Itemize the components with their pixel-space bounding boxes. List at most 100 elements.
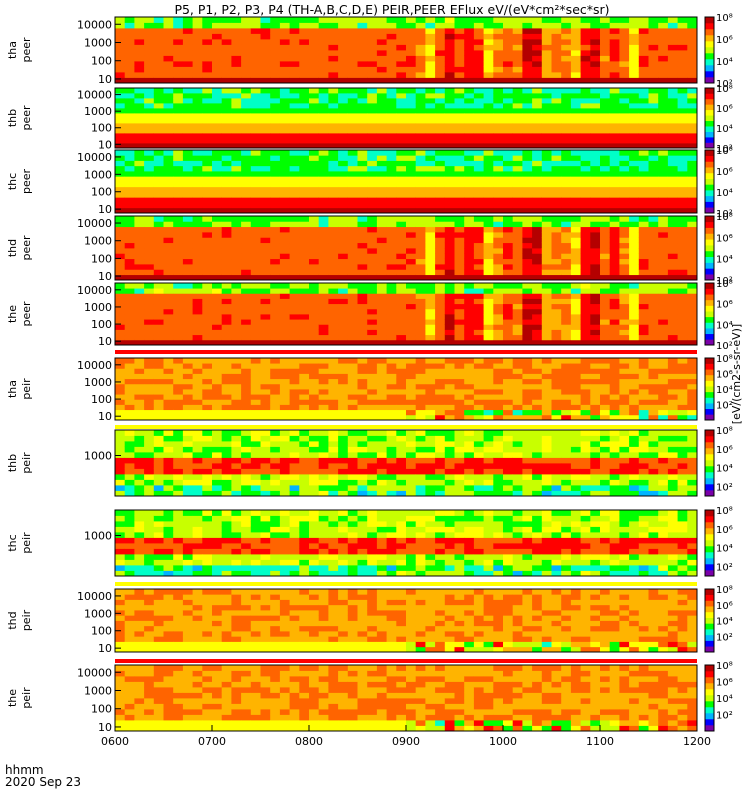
spectrogram-cell [638, 202, 649, 209]
spectrogram-cell [473, 197, 484, 203]
spectrogram-cell [580, 242, 591, 249]
spectrogram-cell [260, 314, 271, 320]
colorbar-swatch [705, 88, 714, 94]
spectrogram-cell [192, 242, 203, 249]
spectrogram-cell [473, 334, 484, 341]
spectrogram-cell [309, 409, 320, 416]
spectrogram-cell [260, 118, 271, 124]
spectrogram-cell [512, 123, 523, 129]
spectrogram-cell [328, 293, 339, 299]
spectrogram-cell [328, 363, 339, 369]
spectrogram-cell [144, 368, 155, 374]
spectrogram-cell [425, 165, 436, 172]
spectrogram-cell [279, 468, 290, 475]
spectrogram-cell [503, 283, 514, 289]
spectrogram-cell [241, 378, 252, 385]
spectrogram-cell [638, 128, 649, 134]
spectrogram-cell [454, 258, 465, 265]
spectrogram-cell [590, 186, 601, 193]
colorbar-swatch [705, 256, 714, 263]
spectrogram-cell [473, 44, 484, 51]
spectrogram-cell [590, 143, 601, 149]
spectrogram-cell [493, 181, 504, 188]
spectrogram-cell [415, 150, 426, 156]
spectrogram-cell [250, 108, 261, 114]
spectrogram-cell [338, 113, 349, 119]
spectrogram-cell [590, 93, 601, 99]
spectrogram-cell [376, 334, 387, 341]
spectrogram-cell [202, 202, 213, 209]
spectrogram-cell [299, 463, 310, 469]
spectrogram-cell [241, 160, 252, 167]
spectrogram-cell [173, 298, 184, 305]
spectrogram-cell [658, 17, 669, 23]
spectrogram-cell [163, 28, 174, 34]
spectrogram-cell [667, 237, 678, 244]
spectrogram-cell [347, 197, 358, 203]
spectrogram-cell [212, 293, 223, 299]
spectrogram-cell [173, 165, 184, 172]
spectrogram-cell [221, 288, 232, 294]
spectrogram-cell [561, 197, 572, 203]
spectrogram-cell [367, 288, 378, 294]
spectrogram-cell [241, 171, 252, 177]
spectrogram-cell [561, 150, 572, 156]
spectrogram-cell [532, 207, 543, 214]
spectrogram-cell [309, 293, 320, 299]
spectrogram-cell [512, 329, 523, 336]
spectrogram-cell [522, 103, 533, 109]
spectrogram-cell [619, 155, 630, 161]
spectrogram-cell [299, 468, 310, 475]
spectrogram-cell [241, 474, 252, 480]
spectrogram-cell [454, 283, 465, 289]
spectrogram-cell [386, 324, 397, 330]
spectrogram-cell [532, 143, 543, 149]
spectrogram-cell [367, 435, 378, 442]
spectrogram-cell [250, 288, 261, 294]
spectrogram-cell [279, 113, 290, 119]
spectrogram-cell [270, 181, 281, 188]
spectrogram-cell [250, 192, 261, 198]
spectrogram-cell [347, 61, 358, 67]
spectrogram-cell [512, 128, 523, 134]
spectrogram-cell [464, 485, 475, 491]
spectrogram-cell [260, 28, 271, 34]
spectrogram-cell [629, 133, 640, 139]
spectrogram-cell [444, 192, 455, 198]
colorbar-swatch [705, 339, 714, 346]
spectrogram-cell [289, 143, 300, 149]
spectrogram-cell [338, 441, 349, 447]
spectrogram-cell [473, 339, 484, 346]
spectrogram-cell [279, 441, 290, 447]
spectrogram-cell [629, 319, 640, 325]
spectrogram-cell [386, 452, 397, 458]
spectrogram-cell [182, 242, 193, 249]
spectrogram-cell [425, 143, 436, 149]
spectrogram-cell [415, 186, 426, 193]
spectrogram-cell [182, 258, 193, 265]
spectrogram-cell [473, 452, 484, 458]
spectrogram-cell [667, 308, 678, 315]
spectrogram-cell [648, 232, 659, 238]
y-tick-label: 10000 [77, 18, 112, 31]
spectrogram-cell [580, 202, 591, 209]
spectrogram-cell [250, 66, 261, 73]
y-tick-label: 10000 [77, 89, 112, 102]
spectrogram-cell [493, 339, 504, 346]
spectrogram-cell [473, 253, 484, 260]
spectrogram-cell [212, 55, 223, 62]
spectrogram-cell [386, 474, 397, 480]
spectrogram-cell [609, 181, 620, 188]
spectrogram-cell [493, 77, 504, 84]
spectrogram-cell [357, 368, 368, 374]
spectrogram-cell [212, 50, 223, 56]
spectrogram-cell [415, 446, 426, 453]
spectrogram-cell [134, 264, 145, 270]
spectrogram-cell [367, 221, 378, 228]
spectrogram-cell [619, 138, 630, 144]
spectrogram-cell [241, 207, 252, 214]
spectrogram-cell [115, 264, 126, 270]
spectrogram-cell [153, 202, 164, 209]
spectrogram-cell [163, 399, 174, 405]
spectrogram-cell [134, 242, 145, 249]
